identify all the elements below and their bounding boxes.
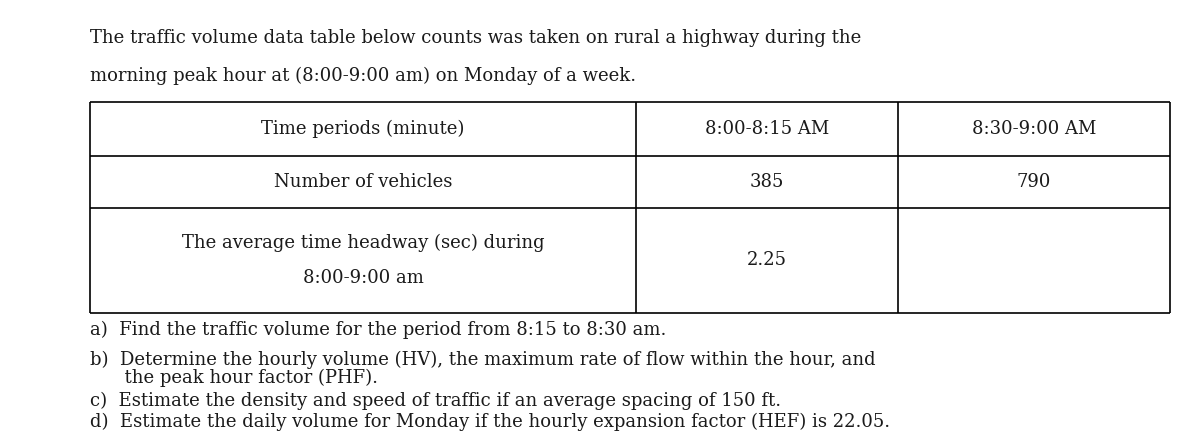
Text: The traffic volume data table below counts was taken on rural a highway during t: The traffic volume data table below coun…	[90, 29, 862, 47]
Text: d)  Estimate the daily volume for Monday if the hourly expansion factor (HEF) is: d) Estimate the daily volume for Monday …	[90, 412, 890, 431]
Text: morning peak hour at (8:00-9:00 am) on Monday of a week.: morning peak hour at (8:00-9:00 am) on M…	[90, 67, 636, 85]
Text: b)  Determine the hourly volume (HV), the maximum rate of flow within the hour, : b) Determine the hourly volume (HV), the…	[90, 350, 876, 369]
Text: 2.25: 2.25	[746, 251, 787, 270]
Text: The average time headway (sec) during: The average time headway (sec) during	[181, 234, 545, 252]
Text: c)  Estimate the density and speed of traffic if an average spacing of 150 ft.: c) Estimate the density and speed of tra…	[90, 391, 781, 410]
Text: 385: 385	[750, 173, 784, 191]
Text: 8:00-9:00 am: 8:00-9:00 am	[302, 269, 424, 287]
Text: a)  Find the traffic volume for the period from 8:15 to 8:30 am.: a) Find the traffic volume for the perio…	[90, 321, 666, 340]
Text: Time periods (minute): Time periods (minute)	[262, 120, 464, 139]
Text: 790: 790	[1016, 173, 1051, 191]
Text: the peak hour factor (PHF).: the peak hour factor (PHF).	[90, 369, 378, 388]
Text: Number of vehicles: Number of vehicles	[274, 173, 452, 191]
Text: 8:30-9:00 AM: 8:30-9:00 AM	[972, 120, 1096, 138]
Text: 8:00-8:15 AM: 8:00-8:15 AM	[704, 120, 829, 138]
